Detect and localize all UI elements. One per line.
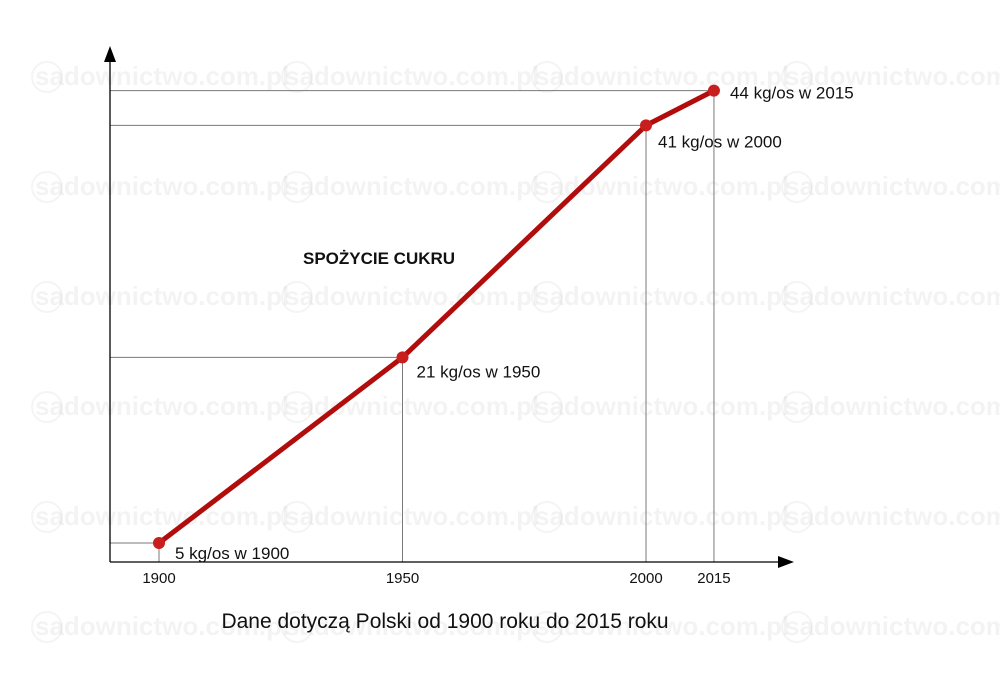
x-tick-label: 1950 — [386, 570, 419, 587]
watermark-text: sadownictwo.com.pl — [35, 501, 289, 531]
x-axis-arrow — [778, 556, 794, 568]
data-point — [396, 351, 409, 364]
watermark-logo-icon — [781, 61, 813, 93]
watermark-layer: sadownictwo.com.plsadownictwo.com.plsado… — [31, 61, 1000, 643]
watermark-logo-icon — [31, 171, 63, 203]
watermark-text: sadownictwo.com.pl — [35, 391, 289, 421]
axes — [104, 46, 794, 568]
watermark-text: sadownictwo.com.pl — [35, 611, 289, 641]
watermark-logo-icon — [281, 611, 313, 643]
watermark-logo-icon — [781, 391, 813, 423]
data-label: 5 kg/os w 1900 — [175, 544, 289, 563]
watermark-logo-icon — [781, 281, 813, 313]
watermark-text: sadownictwo.com.pl — [35, 281, 289, 311]
data-point — [640, 119, 652, 132]
watermark-text: sadownictwo.com.pl — [35, 61, 289, 91]
watermark-text: sadownictwo.com.pl — [785, 61, 1000, 91]
watermark-text: sadownictwo.com.pl — [785, 281, 1000, 311]
watermark-text: sadownictwo.com.pl — [785, 611, 1000, 641]
x-tick-label: 1900 — [142, 570, 175, 587]
data-label: 21 kg/os w 1950 — [417, 362, 541, 381]
data-label: 41 kg/os w 2000 — [658, 132, 782, 151]
watermark-logo-icon — [31, 281, 63, 313]
label-layer: 1900 1950 2000 2015 5 kg/os w 1900 21 kg/os w… — [142, 84, 853, 587]
watermark-logo-icon — [781, 501, 813, 533]
watermark-logo-icon — [531, 501, 563, 533]
watermark-text: sadownictwo.com.pl — [785, 171, 1000, 201]
data-label: 44 kg/os w 2015 — [730, 84, 854, 103]
watermark-logo-icon — [281, 171, 313, 203]
watermark-text: sadownictwo.com.pl — [535, 391, 789, 421]
watermark-logo-icon — [531, 61, 563, 93]
watermark-logo-icon — [531, 281, 563, 313]
watermark-logo-icon — [281, 281, 313, 313]
watermark-logo-icon — [531, 171, 563, 203]
watermark-text: sadownictwo.com.pl — [285, 501, 539, 531]
watermark-text: sadownictwo.com.pl — [285, 281, 539, 311]
guide-lines — [110, 90, 715, 562]
watermark-logo-icon — [281, 61, 313, 93]
watermark-logo-icon — [531, 391, 563, 423]
watermark-logo-icon — [281, 501, 313, 533]
watermark-text: sadownictwo.com.pl — [535, 171, 789, 201]
data-point — [707, 84, 720, 97]
x-tick-label: 2000 — [629, 570, 662, 587]
watermark-logo-icon — [281, 391, 313, 423]
x-tick-label: 2015 — [697, 570, 730, 587]
chart-caption: Dane dotyczą Polski od 1900 roku do 2015… — [221, 610, 668, 633]
data-point — [153, 537, 165, 549]
watermark-logo-icon — [31, 611, 63, 643]
watermark-text: sadownictwo.com.pl — [535, 61, 789, 91]
watermark-text: sadownictwo.com.pl — [535, 501, 789, 531]
watermark-text: sadownictwo.com.pl — [285, 611, 539, 641]
watermark-text: sadownictwo.com.pl — [535, 281, 789, 311]
watermark-text: sadownictwo.com.pl — [285, 61, 539, 91]
watermark-logo-icon — [31, 391, 63, 423]
watermark-logo-icon — [781, 611, 813, 643]
watermark-text: sadownictwo.com.pl — [35, 171, 289, 201]
watermark-logo-icon — [31, 61, 63, 93]
y-axis-arrow — [104, 46, 116, 62]
series-line — [156, 88, 717, 546]
chart-title: SPOŻYCIE CUKRU — [303, 249, 455, 268]
watermark-text: sadownictwo.com.pl — [785, 501, 1000, 531]
watermark-logo-icon — [781, 171, 813, 203]
watermark-text: sadownictwo.com.pl — [535, 611, 789, 641]
series-layer — [153, 84, 720, 549]
watermark-logo-icon — [531, 611, 563, 643]
watermark-text: sadownictwo.com.pl — [285, 171, 539, 201]
watermark-text: sadownictwo.com.pl — [785, 391, 1000, 421]
watermark-logo-icon — [31, 501, 63, 533]
